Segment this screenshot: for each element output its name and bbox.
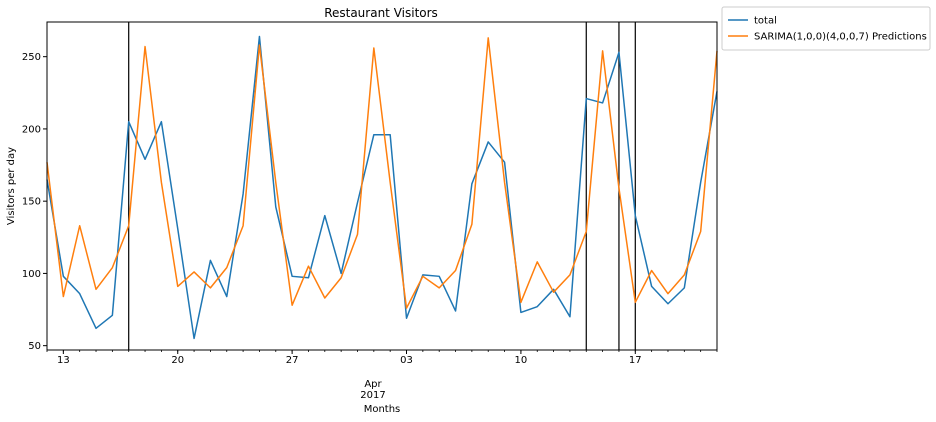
year-label: 2017 [360,390,385,401]
y-tick-label: 200 [22,124,41,135]
x-axis: 13 20 27 03 10 17 [46,350,718,366]
y-tick-label: 50 [28,341,41,352]
x-tick-label: 27 [286,355,299,366]
series-line-1 [46,37,718,309]
series-line-0 [46,35,718,340]
month-label: Apr [364,379,382,390]
event-lines [128,22,636,350]
chart-title: Restaurant Visitors [324,6,438,20]
y-tick-label: 150 [22,197,41,208]
x-tick-label: 03 [400,355,413,366]
x-tick-label: 20 [171,355,184,366]
plot-frame [46,21,718,351]
series-lines [46,35,718,340]
x-tick-label: 17 [629,355,642,366]
y-axis-label: Visitors per day [6,147,17,225]
legend-label-1: SARIMA(1,0,0)(4,0,0,7) Predictions [754,32,927,43]
x-axis-label: Months [364,404,401,415]
y-axis: 50 100 150 200 250 [22,52,47,352]
x-tick-label: 13 [57,355,70,366]
legend-box [721,6,931,51]
legend-label-0: total [754,16,777,27]
legend: total SARIMA(1,0,0)(4,0,0,7) Predictions [721,6,931,51]
y-tick-label: 100 [22,269,41,280]
y-tick-label: 250 [22,52,41,63]
x-tick-label: 10 [515,355,528,366]
